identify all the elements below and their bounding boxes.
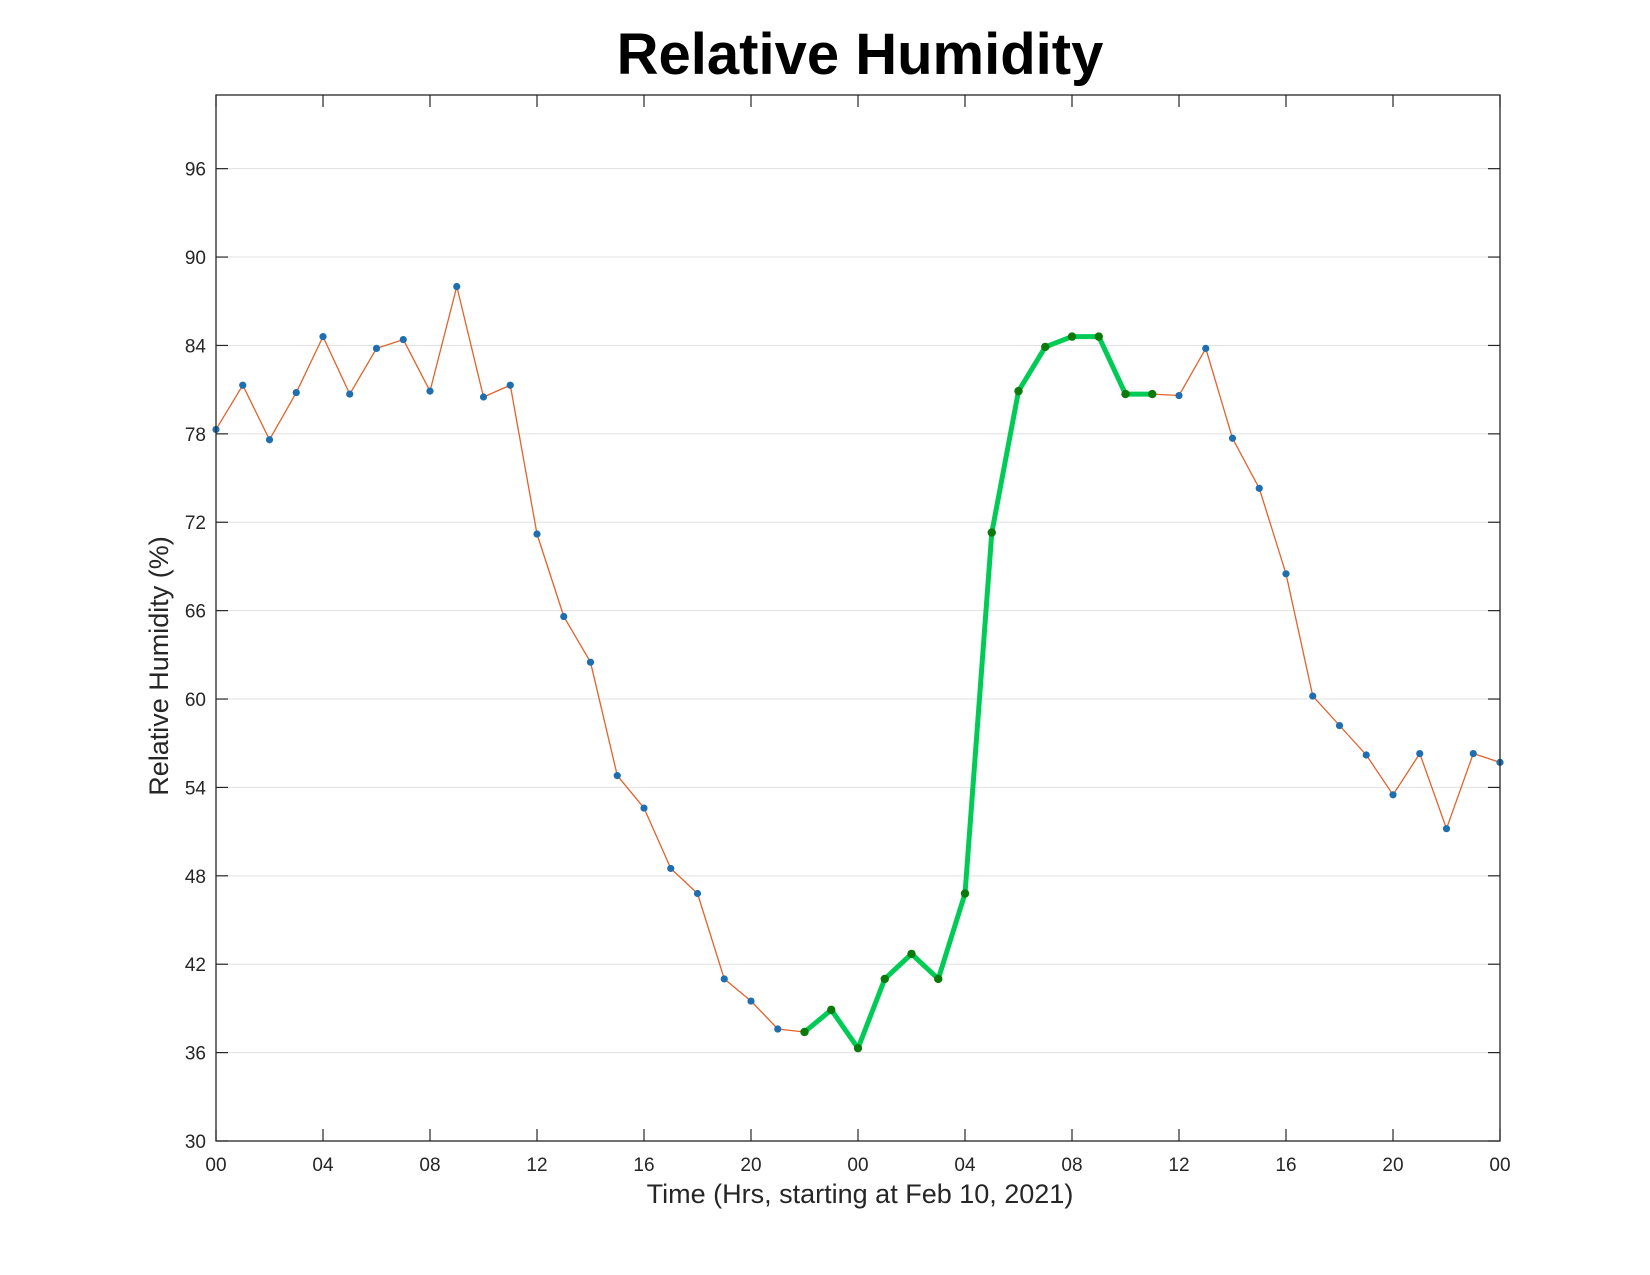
y-tick-label: 84	[185, 336, 207, 357]
data-point	[265, 436, 274, 444]
x-tick-label: 16	[633, 1155, 654, 1176]
data-point	[1335, 721, 1344, 730]
tick-labels: 30 36 42 48 54 60 66 72 78 84 90 96 00 04 08 12 16 20 00 04…	[185, 160, 1511, 1176]
y-tick-label: 96	[185, 160, 206, 181]
data-point	[1228, 434, 1237, 442]
x-tick-label: 04	[954, 1155, 976, 1176]
data-point	[453, 282, 461, 291]
y-tick-label: 72	[185, 513, 206, 534]
y-tick-label: 90	[185, 248, 206, 269]
x-tick-label: 12	[1168, 1155, 1189, 1176]
data-point	[613, 772, 621, 780]
x-axis-label: Time (Hrs, starting at Feb 10, 2021)	[647, 1179, 1074, 1209]
data-point	[1175, 391, 1183, 400]
data-point	[693, 889, 702, 898]
data-point	[399, 335, 407, 344]
data-point	[987, 528, 996, 537]
y-tick-label: 48	[185, 867, 206, 888]
y-tick-label: 36	[185, 1044, 206, 1065]
data-point	[960, 889, 970, 898]
data-point	[1362, 751, 1370, 759]
data-point	[506, 381, 514, 389]
data-point	[934, 974, 943, 984]
y-tick-label: 30	[185, 1132, 206, 1153]
x-tick-label: 20	[1382, 1155, 1403, 1176]
data-point	[1309, 692, 1317, 700]
data-point	[827, 1005, 836, 1015]
series-layer	[212, 282, 1504, 1053]
data-point	[239, 381, 247, 389]
data-point	[1469, 749, 1477, 758]
plot-area	[216, 95, 1500, 1141]
x-tick-label: 16	[1275, 1155, 1296, 1176]
y-tick-label: 66	[185, 602, 206, 623]
x-tick-label: 00	[1489, 1155, 1510, 1176]
data-point	[774, 1025, 782, 1033]
data-point	[1094, 332, 1103, 341]
data-point	[319, 333, 327, 341]
series-line	[802, 334, 1155, 1051]
x-tick-label: 12	[526, 1155, 547, 1176]
x-tick-label: 08	[1061, 1155, 1082, 1176]
data-point	[533, 530, 541, 538]
data-point	[907, 949, 916, 959]
data-point	[1014, 386, 1023, 396]
chart-title: Relative Humidity	[617, 22, 1104, 87]
axis-ticks	[215, 95, 1501, 1142]
data-point	[640, 804, 648, 812]
data-point	[479, 393, 488, 401]
y-axis-label: Relative Humidity (%)	[144, 536, 174, 796]
data-point	[1067, 332, 1077, 341]
data-point	[880, 974, 889, 984]
data-point	[372, 344, 381, 352]
data-point	[560, 612, 568, 621]
data-point	[292, 388, 300, 397]
y-tick-label: 42	[185, 955, 206, 976]
grid-lines	[216, 168, 1500, 1054]
data-point	[426, 387, 434, 395]
data-point	[747, 997, 755, 1005]
data-point	[1148, 389, 1157, 399]
y-tick-label: 54	[185, 778, 207, 799]
data-point	[1416, 749, 1424, 758]
x-tick-label: 04	[312, 1155, 334, 1176]
data-point	[853, 1043, 863, 1053]
x-tick-label: 20	[740, 1155, 761, 1176]
data-point	[346, 390, 354, 398]
x-tick-label: 00	[205, 1155, 226, 1176]
data-point	[1282, 570, 1290, 578]
data-point	[1389, 791, 1397, 799]
data-point	[667, 864, 675, 873]
data-point	[1041, 342, 1050, 352]
data-point	[1255, 484, 1263, 492]
data-point	[720, 975, 728, 983]
x-tick-label: 08	[419, 1155, 440, 1176]
x-tick-label: 00	[847, 1155, 868, 1176]
y-tick-label: 60	[185, 690, 206, 711]
data-point	[586, 658, 595, 666]
data-point	[1121, 389, 1130, 399]
data-point	[1202, 344, 1210, 352]
data-point	[1442, 825, 1451, 833]
data-point	[800, 1027, 809, 1037]
y-tick-label: 78	[185, 425, 206, 446]
